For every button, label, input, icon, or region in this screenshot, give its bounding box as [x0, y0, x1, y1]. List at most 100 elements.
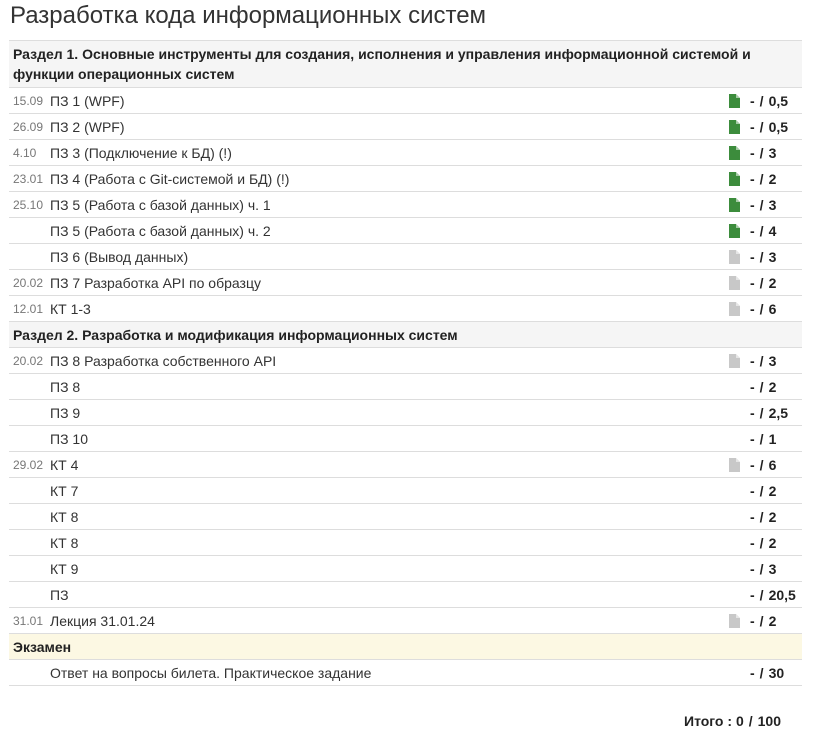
- row-date: 20.02: [13, 353, 44, 368]
- score-got: -: [750, 170, 755, 187]
- score-max: 6: [768, 456, 777, 473]
- row-date: 15.09: [13, 93, 44, 108]
- file-active-icon[interactable]: [729, 146, 740, 160]
- score-got: -: [750, 248, 755, 265]
- row-name: КТ 4: [50, 456, 79, 473]
- score-got: -: [750, 274, 755, 291]
- score-slash: /: [759, 196, 764, 213]
- score-max: 6: [768, 300, 777, 317]
- row-score: -/3: [750, 348, 776, 373]
- score-slash: /: [759, 378, 764, 395]
- row-score: -/0,5: [750, 114, 788, 139]
- score-got: -: [750, 378, 755, 395]
- row-date: 20.02: [13, 275, 44, 290]
- file-active-icon[interactable]: [729, 94, 740, 108]
- file-inactive-icon[interactable]: [729, 250, 740, 264]
- row-name: КТ 1-3: [50, 300, 91, 317]
- row-score: -/2: [750, 478, 776, 503]
- score-slash: /: [759, 222, 764, 239]
- score-slash: /: [759, 560, 764, 577]
- file-active-icon[interactable]: [729, 198, 740, 212]
- table-row: КТ 9 -/3: [9, 556, 802, 582]
- row-score: -/6: [750, 296, 776, 321]
- row-score: -/2,5: [750, 400, 788, 425]
- score-got: -: [750, 222, 755, 239]
- score-got: -: [750, 118, 755, 135]
- score-max: 3: [768, 248, 777, 265]
- row-name: ПЗ 7 Разработка API по образцу: [50, 274, 261, 291]
- score-max: 2: [768, 508, 777, 525]
- score-max: 2: [768, 534, 777, 551]
- score-slash: /: [759, 430, 764, 447]
- score-slash: /: [759, 274, 764, 291]
- score-slash: /: [759, 612, 764, 629]
- row-date: 29.02: [13, 457, 44, 472]
- table-row: 20.02 ПЗ 8 Разработка собственного API -/3: [9, 348, 802, 374]
- score-slash: /: [759, 482, 764, 499]
- file-active-icon[interactable]: [729, 120, 740, 134]
- file-active-icon[interactable]: [729, 224, 740, 238]
- file-inactive-icon[interactable]: [729, 458, 740, 472]
- score-slash: /: [759, 92, 764, 109]
- row-score: -/2: [750, 270, 776, 295]
- row-score: -/2: [750, 504, 776, 529]
- file-active-icon[interactable]: [729, 172, 740, 186]
- row-name: Лекция 31.01.24: [50, 612, 155, 629]
- row-score: -/2: [750, 166, 776, 191]
- score-slash: /: [759, 456, 764, 473]
- row-name: ПЗ 8 Разработка собственного API: [50, 352, 277, 369]
- total-got: 0: [735, 713, 744, 729]
- table-row: ПЗ 10 -/1: [9, 426, 802, 452]
- total-slash: /: [748, 713, 753, 729]
- row-score: -/4: [750, 218, 776, 243]
- table-row: 25.10 ПЗ 5 (Работа с базой данных) ч. 1 - /…: [9, 192, 802, 218]
- table-row: КТ 8 -/2: [9, 530, 802, 556]
- row-score: -/2: [750, 608, 776, 633]
- file-inactive-icon[interactable]: [729, 302, 740, 316]
- score-slash: /: [759, 352, 764, 369]
- section-title: Раздел 1. Основные инструменты для созда…: [13, 46, 751, 82]
- row-score: -/20,5: [750, 582, 796, 607]
- section-title: Раздел 2. Разработка и модификация инфор…: [13, 326, 458, 343]
- row-name: КТ 8: [50, 534, 79, 551]
- score-got: -: [750, 560, 755, 577]
- row-score: -/1: [750, 426, 776, 451]
- table-row: 15.09 ПЗ 1 (WPF) -/0,5: [9, 88, 802, 114]
- table-row: КТ 8 -/2: [9, 504, 802, 530]
- row-score: -/30: [750, 660, 784, 685]
- score-got: -: [750, 482, 755, 499]
- score-max: 3: [768, 352, 777, 369]
- score-slash: /: [759, 508, 764, 525]
- section-header-exam: Экзамен: [9, 634, 802, 660]
- row-score: -/6: [750, 452, 776, 477]
- row-name: ПЗ 1 (WPF): [50, 92, 125, 109]
- file-inactive-icon[interactable]: [729, 614, 740, 628]
- score-slash: /: [759, 248, 764, 265]
- row-name: ПЗ: [50, 586, 69, 603]
- score-slash: /: [759, 144, 764, 161]
- score-max: 2: [768, 612, 777, 629]
- score-got: -: [750, 664, 755, 681]
- row-score: -/2: [750, 530, 776, 555]
- file-inactive-icon[interactable]: [729, 276, 740, 290]
- row-name: КТ 7: [50, 482, 79, 499]
- score-got: -: [750, 456, 755, 473]
- table-row: ПЗ 9 -/2,5: [9, 400, 802, 426]
- row-name: Ответ на вопросы билета. Практическое за…: [50, 664, 372, 681]
- row-score: -/3: [750, 244, 776, 269]
- row-score: -/0,5: [750, 88, 788, 113]
- score-slash: /: [759, 300, 764, 317]
- score-max: 2: [768, 274, 777, 291]
- file-inactive-icon[interactable]: [729, 354, 740, 368]
- score-max: 2: [768, 170, 777, 187]
- score-max: 4: [768, 222, 777, 239]
- row-name: ПЗ 6 (Вывод данных): [50, 248, 189, 265]
- score-max: 0,5: [768, 92, 789, 109]
- row-name: ПЗ 5 (Работа с базой данных) ч. 2: [50, 222, 271, 239]
- score-slash: /: [759, 586, 764, 603]
- score-max: 20,5: [768, 586, 796, 603]
- table-row: КТ 7 -/2: [9, 478, 802, 504]
- table-row: 31.01 Лекция 31.01.24 -/2: [9, 608, 802, 634]
- score-max: 3: [768, 560, 777, 577]
- table-row: Ответ на вопросы билета. Практическое за…: [9, 660, 802, 686]
